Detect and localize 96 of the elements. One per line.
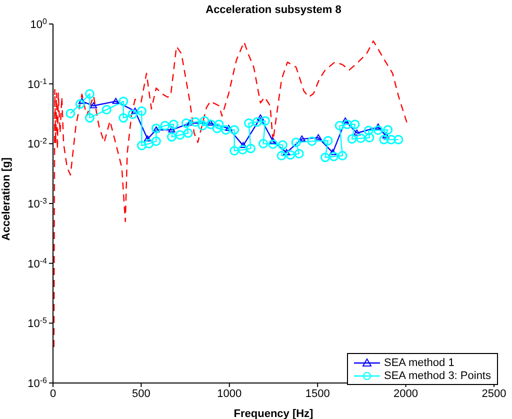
point [84, 113, 94, 123]
y-tick-label: 10$^{-4}$ [28, 256, 48, 270]
point [198, 120, 208, 130]
point [278, 140, 288, 150]
point [75, 99, 85, 109]
point [329, 149, 336, 156]
point [181, 118, 191, 128]
point [394, 134, 404, 144]
y-tick-label: 10$^{-6}$ [28, 376, 48, 390]
point [291, 138, 301, 148]
point [186, 120, 194, 126]
point [246, 144, 256, 154]
point [136, 106, 146, 116]
point [78, 98, 86, 104]
x-tick-label: 1000 [217, 388, 242, 400]
point [374, 123, 382, 130]
y-tick-label: 10$^{-5}$ [28, 316, 48, 330]
chart-title: Acceleration subsystem 8 [204, 4, 342, 16]
point [350, 120, 360, 130]
legend-label: SEA method 3: Points [384, 370, 491, 382]
point [212, 124, 222, 134]
x-tick-label: 0 [50, 388, 56, 400]
point [151, 136, 161, 146]
point [128, 110, 138, 120]
point [347, 134, 357, 144]
line-series [53, 40, 408, 348]
point [329, 152, 339, 162]
y-tick-label: 10$^{0}$ [30, 16, 48, 31]
point [206, 120, 216, 130]
point [144, 135, 152, 142]
point [230, 125, 240, 135]
x-tick-label: 2500 [482, 388, 506, 400]
point [298, 135, 306, 142]
point [379, 134, 389, 144]
point [200, 116, 210, 126]
point [112, 98, 120, 104]
point [166, 132, 176, 142]
point [323, 136, 333, 146]
point [102, 104, 112, 114]
point [382, 132, 390, 138]
point [334, 120, 344, 130]
point [338, 150, 348, 160]
point [90, 102, 98, 108]
point [276, 150, 286, 160]
point [320, 152, 330, 162]
point [66, 108, 76, 118]
point [386, 134, 396, 144]
point [206, 120, 214, 126]
x-tick-label: 500 [132, 388, 150, 400]
point [269, 138, 276, 144]
point [152, 126, 160, 132]
point [220, 125, 230, 135]
point [132, 108, 139, 114]
y-axis-title: Acceleration [g] [1, 157, 14, 241]
point [118, 113, 128, 123]
point [294, 148, 304, 158]
point [268, 139, 278, 149]
point [356, 134, 366, 144]
point [238, 145, 248, 155]
point [225, 124, 232, 131]
y-tick-label: 10$^{-3}$ [28, 196, 48, 210]
point [84, 89, 94, 99]
point [252, 117, 262, 127]
x-tick-label: 2000 [394, 388, 418, 400]
point [136, 140, 146, 150]
point [144, 138, 154, 148]
point [214, 120, 224, 130]
legend-label: SEA method 1 [384, 356, 454, 368]
point [183, 128, 193, 138]
x-axis-title: Frequency [Hz] [234, 408, 314, 419]
point [190, 117, 200, 127]
x-tick-label: 1500 [305, 388, 330, 400]
point [307, 136, 317, 146]
point [260, 116, 270, 126]
point [286, 150, 296, 160]
point [342, 120, 352, 130]
point [383, 125, 393, 135]
point [283, 149, 290, 156]
point [175, 130, 185, 140]
point [364, 132, 374, 142]
point [168, 120, 178, 130]
point [168, 126, 176, 132]
y-tick-label: 10$^{-1}$ [28, 76, 48, 91]
point [118, 96, 128, 106]
point [353, 130, 360, 136]
point [314, 134, 322, 140]
point [258, 138, 268, 148]
point [364, 126, 374, 136]
y-tick-label: 10$^{-2}$ [28, 136, 48, 151]
point [256, 114, 264, 120]
point [373, 125, 383, 135]
point [240, 142, 247, 148]
point [230, 146, 240, 156]
point [244, 118, 254, 128]
point [160, 120, 170, 130]
point [342, 117, 349, 124]
